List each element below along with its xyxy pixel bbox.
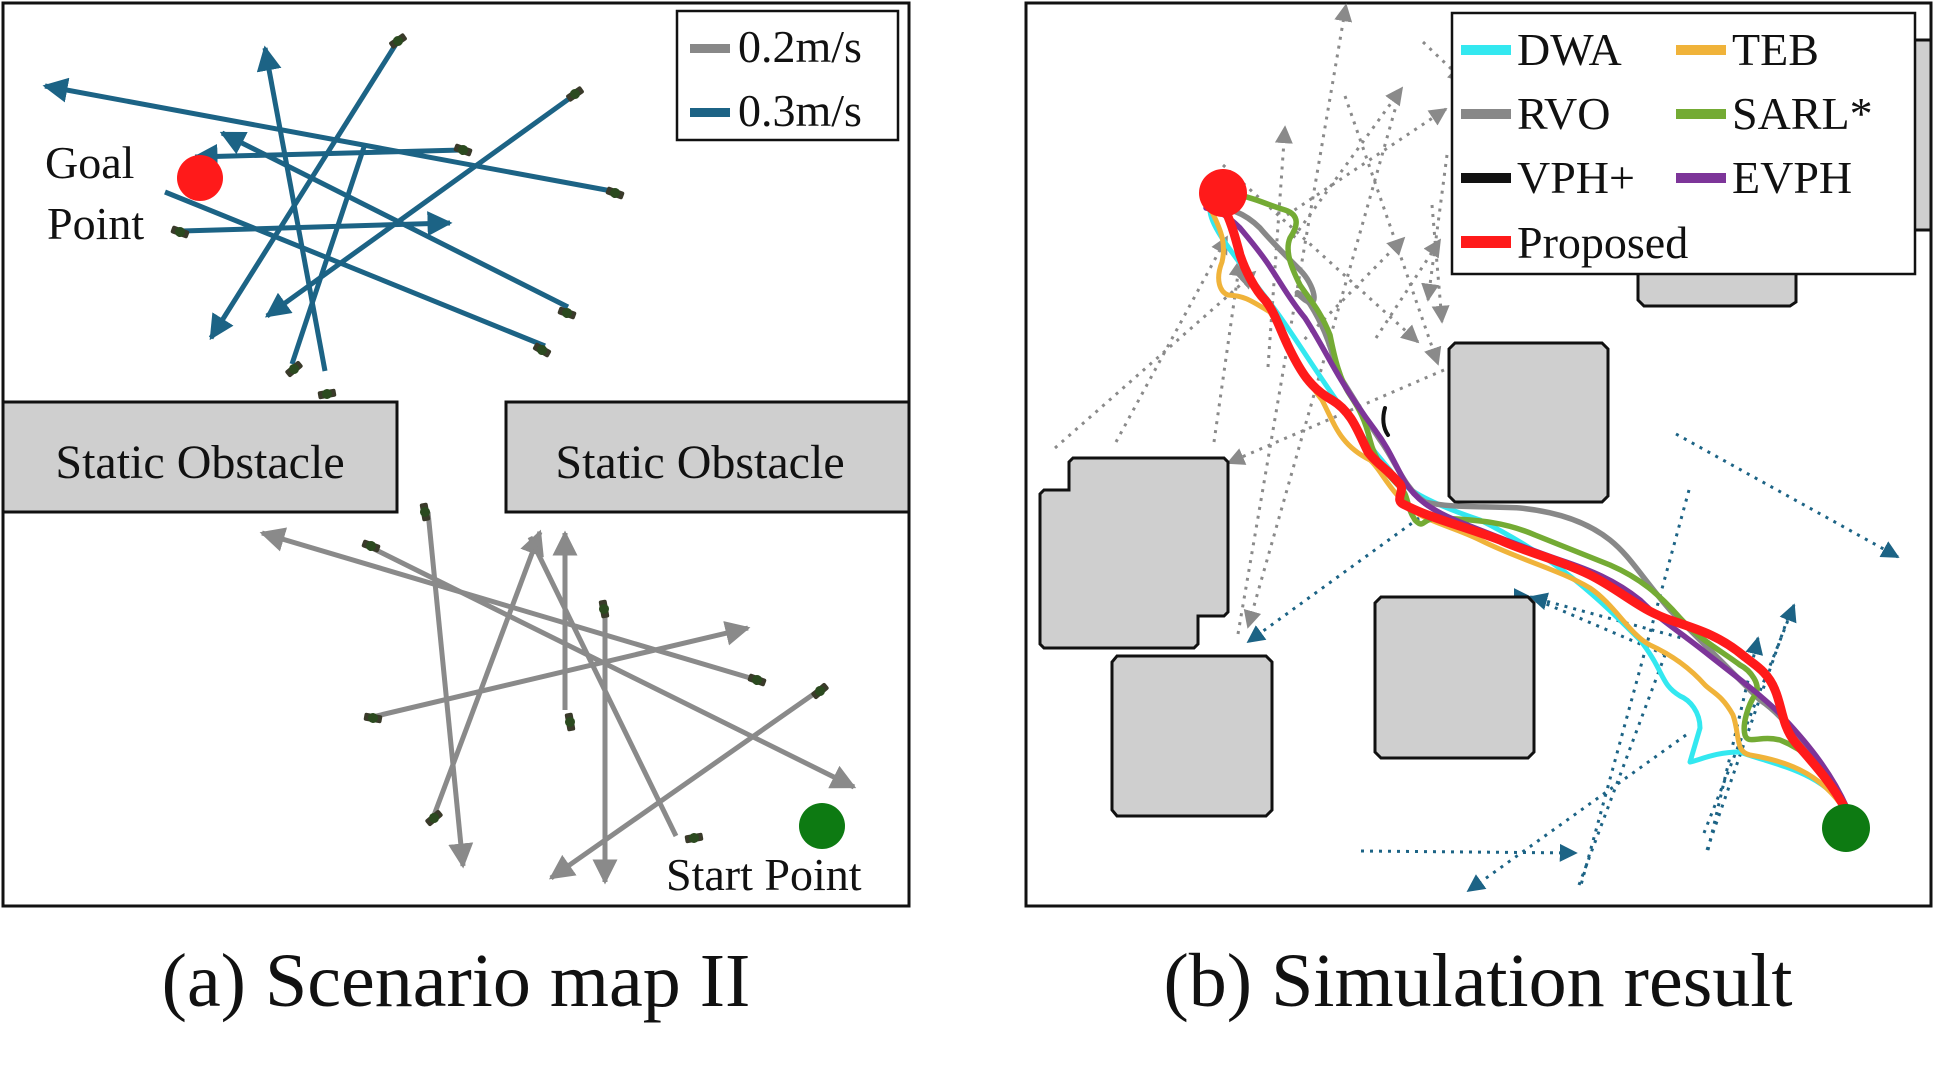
dotted-path xyxy=(1114,235,1229,443)
obstacle-b-4 xyxy=(1373,595,1536,760)
dotted-path xyxy=(1421,154,1449,302)
dotted-path xyxy=(1226,368,1445,465)
static-obstacle-right-label: Static Obstacle xyxy=(555,436,844,489)
slow-path xyxy=(366,543,857,790)
legend-b-label-proposed: Proposed xyxy=(1517,217,1688,268)
start-point-marker xyxy=(799,803,845,849)
pedestrian-icon xyxy=(389,33,407,49)
pedestrian-icon xyxy=(170,225,190,239)
dotted-path xyxy=(1430,204,1450,324)
obstacle-b-3 xyxy=(1447,341,1610,504)
slow-path xyxy=(425,511,474,869)
proposed-trajectory xyxy=(1213,183,1851,815)
dotted-path xyxy=(1212,258,1247,443)
pedestrian-icon xyxy=(564,712,576,732)
fast-pedestrian-paths xyxy=(42,42,618,372)
pedestrian-icon xyxy=(811,682,829,700)
fast-pedestrian-dotted-paths xyxy=(1246,432,1900,893)
fast-path xyxy=(289,143,368,365)
legend-a-swatch-1 xyxy=(690,108,730,117)
legend-b-swatch-vph xyxy=(1461,173,1511,183)
dotted-path xyxy=(1374,238,1442,339)
pedestrian-icon xyxy=(361,539,381,553)
panel-a: Static Obstacle Static Obstacle Goal Poi… xyxy=(1,1,911,908)
pedestrian-icon xyxy=(684,832,704,844)
fast-path xyxy=(181,211,453,237)
pedestrians-a xyxy=(170,33,829,844)
legend-b-swatch-evph xyxy=(1676,173,1726,183)
goal-label-line1: Goal xyxy=(45,137,134,188)
caption-a: (a) Scenario map II xyxy=(162,939,751,1023)
pedestrian-icon xyxy=(747,673,767,687)
legend-b-label-evph: EVPH xyxy=(1732,152,1852,203)
pedestrian-icon xyxy=(419,502,431,522)
legend-b xyxy=(1450,11,1917,276)
slow-path xyxy=(371,621,751,720)
legend-b-swatch-rvo xyxy=(1461,109,1511,119)
panel-b: DWA TEB RVO SARL* VPH+ EVPH Proposed xyxy=(1024,1,1933,908)
goal-label-line2: Point xyxy=(47,198,144,249)
obstacle-b-2 xyxy=(1110,654,1274,818)
evph-trajectory xyxy=(1203,205,1850,811)
start-point-marker-b xyxy=(1822,804,1870,852)
legend-b-label-teb: TEB xyxy=(1732,24,1819,75)
trajectories xyxy=(1203,183,1851,815)
fast-path xyxy=(256,45,328,372)
legend-b-swatch-proposed xyxy=(1461,236,1511,248)
dotted-path xyxy=(1421,40,1467,84)
static-obstacle-left-label: Static Obstacle xyxy=(55,436,344,489)
dotted-path xyxy=(1529,592,1690,642)
pedestrian-icon xyxy=(317,388,337,400)
dotted-path xyxy=(1266,125,1293,368)
pedestrian-icon xyxy=(363,712,383,724)
legend-b-label-sarl: SARL* xyxy=(1732,88,1873,139)
slow-path xyxy=(548,688,820,881)
static-obstacle-left xyxy=(1,400,399,514)
caption-b: (b) Simulation result xyxy=(1163,939,1792,1023)
legend-b-label-dwa: DWA xyxy=(1517,24,1622,75)
pedestrian-icon xyxy=(598,599,610,619)
legend-a-label-1: 0.3m/s xyxy=(738,85,862,136)
legend-b-label-vph: VPH+ xyxy=(1517,152,1635,203)
dotted-path xyxy=(1529,595,1681,663)
slow-path xyxy=(430,529,544,819)
legend-b-swatch-teb xyxy=(1676,45,1726,55)
legend-b-swatch-sarl xyxy=(1676,109,1726,119)
obstacle-b-1 xyxy=(1038,456,1230,650)
slow-path xyxy=(527,535,679,838)
fast-path xyxy=(208,42,399,341)
fast-path xyxy=(164,189,546,349)
pedestrian-icon xyxy=(566,86,584,102)
legend-b-swatch-dwa xyxy=(1461,45,1511,55)
dwa-trajectory xyxy=(1207,207,1850,815)
fast-path xyxy=(42,77,618,195)
pedestrian-icon xyxy=(557,306,577,320)
pedestrian-icon xyxy=(285,360,303,378)
dotted-path xyxy=(1343,95,1442,366)
vph-trajectory xyxy=(1381,406,1390,437)
pedestrian-icon xyxy=(605,186,625,200)
slow-pedestrian-paths xyxy=(259,511,857,885)
fast-path xyxy=(219,130,570,310)
legend-b-label-rvo: RVO xyxy=(1517,88,1610,139)
legend-a-label-0: 0.2m/s xyxy=(738,21,862,72)
start-label: Start Point xyxy=(666,849,862,900)
legend-b-entries: DWA TEB RVO SARL* VPH+ EVPH Proposed xyxy=(1461,24,1873,268)
dotted-path xyxy=(1236,3,1353,635)
pedestrian-icon xyxy=(532,342,552,358)
static-obstacle-right xyxy=(504,400,911,514)
pedestrian-icon xyxy=(425,809,443,827)
fast-path xyxy=(192,143,463,169)
pedestrian-icon xyxy=(453,143,473,157)
teb-trajectory xyxy=(1209,209,1849,815)
legend-a xyxy=(675,9,900,142)
dotted-path xyxy=(1675,432,1900,559)
goal-point-marker xyxy=(177,155,223,201)
goal-point-marker-b xyxy=(1199,169,1247,217)
legend-a-swatch-0 xyxy=(690,44,730,53)
